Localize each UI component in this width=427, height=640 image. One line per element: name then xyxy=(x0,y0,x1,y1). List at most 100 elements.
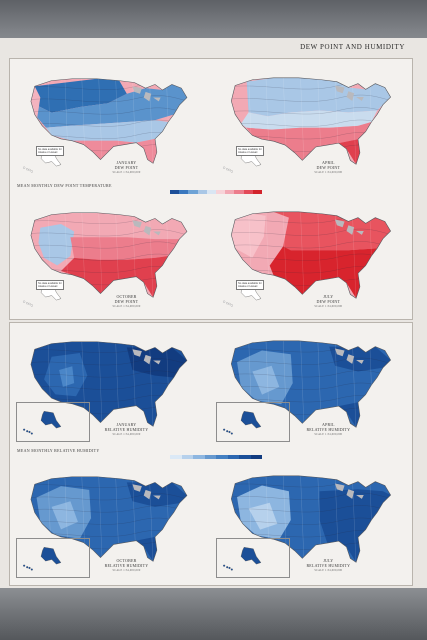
alaska-shape xyxy=(40,411,62,429)
caption-scale: SCALE 1:34,000,000 xyxy=(112,171,141,174)
contour-band xyxy=(329,346,391,372)
state-border xyxy=(300,77,305,165)
oct-dew-caption: OCTOBER DEW POINT SCALE 1:34,000,000 xyxy=(100,294,152,309)
dew-section-label: MEAN MONTHLY DEW POINT TEMPERATURE xyxy=(17,183,112,188)
hawaii-island xyxy=(230,170,233,173)
hawaii-island xyxy=(23,428,26,431)
contour-band xyxy=(246,122,372,161)
caption-scale: SCALE 1:34,000,000 xyxy=(314,305,343,308)
caption-type: RELATIVE HUMIDITY xyxy=(104,427,149,432)
state-border xyxy=(300,475,305,563)
hawaii-island xyxy=(28,566,31,570)
humidity-legend xyxy=(170,455,262,459)
legend-swatch xyxy=(250,455,262,459)
caption-month: OCTOBER xyxy=(116,294,137,299)
great-lakes xyxy=(334,85,364,101)
state-border xyxy=(149,78,154,164)
state-border xyxy=(149,212,154,298)
state-border xyxy=(300,211,305,299)
apr-dew-caption: APRIL DEW POINT SCALE 1:34,000,000 xyxy=(302,160,354,175)
coastline xyxy=(230,211,392,299)
apr-rh-map xyxy=(230,340,392,428)
contour-band xyxy=(59,366,75,387)
contour-band xyxy=(45,120,169,143)
state-border xyxy=(352,475,357,563)
state-border xyxy=(352,77,357,165)
hawaii-island xyxy=(228,430,231,434)
caption-type: DEW POINT xyxy=(114,165,139,170)
caption-month: JULY xyxy=(323,294,334,299)
hawaii-island xyxy=(223,564,226,567)
hawaii-island xyxy=(30,304,33,307)
jul-rh-caption: JULY RELATIVE HUMIDITY SCALE 1:34,000,000 xyxy=(302,558,354,573)
oct-rh-map xyxy=(30,476,188,562)
contour-band xyxy=(319,489,391,563)
legend-swatch xyxy=(181,455,193,459)
caption-type: DEW POINT xyxy=(114,299,139,304)
state-border xyxy=(149,341,154,427)
jan-dew-caption: JANUARY DEW POINT SCALE 1:34,000,000 xyxy=(100,160,152,175)
jan-dew-map xyxy=(30,78,188,164)
poster-title: DEW POINT AND HUMIDITY xyxy=(300,43,405,51)
caption-scale: SCALE 1:34,000,000 xyxy=(112,305,141,308)
hawaii-island xyxy=(30,432,33,435)
hawaii-island xyxy=(26,302,29,305)
hawaii-island xyxy=(228,566,231,570)
alaska-hawaii-inset xyxy=(23,547,62,571)
jul-rh-map xyxy=(230,475,392,563)
legend-swatch xyxy=(197,190,207,194)
alaska-shape xyxy=(240,411,262,429)
hawaii-island xyxy=(23,166,26,169)
state-border xyxy=(98,212,103,298)
caption-scale: SCALE 1:34,000,000 xyxy=(314,433,343,436)
coastline xyxy=(230,340,392,428)
jan-rh-caption: JANUARY RELATIVE HUMIDITY SCALE 1:34,000,0… xyxy=(100,422,152,437)
legend-swatch xyxy=(234,190,244,194)
no-data-note: No data available for Alaska or Hawaii xyxy=(236,280,264,290)
hawaii-island xyxy=(26,566,29,569)
hawaii-island xyxy=(228,168,231,172)
coastline xyxy=(30,212,188,298)
contour-band xyxy=(126,482,187,507)
hawaii-island xyxy=(30,170,33,173)
hawaii-island xyxy=(226,168,229,171)
great-lakes xyxy=(334,219,364,235)
legend-swatch xyxy=(243,190,253,194)
hawaii-island xyxy=(28,302,31,306)
inset-frame xyxy=(16,402,90,442)
contour-band xyxy=(252,365,280,395)
hawaii-island xyxy=(26,430,29,433)
jul-dew-caption: JULY DEW POINT SCALE 1:34,000,000 xyxy=(302,294,354,309)
contour-band xyxy=(61,256,169,298)
legend-swatch xyxy=(239,455,251,459)
hawaii-island xyxy=(223,166,226,169)
caption-type: DEW POINT xyxy=(316,299,341,304)
caption-type: RELATIVE HUMIDITY xyxy=(306,563,351,568)
legend-swatch xyxy=(216,190,226,194)
coastline xyxy=(230,77,392,165)
caption-type: RELATIVE HUMIDITY xyxy=(306,427,351,432)
hawaii-island xyxy=(230,432,233,435)
legend-swatch xyxy=(225,190,235,194)
great-lakes xyxy=(334,348,364,364)
contour-band xyxy=(242,211,289,270)
state-border xyxy=(149,476,154,562)
hawaii-island xyxy=(23,300,26,303)
contour-band xyxy=(246,77,391,117)
hawaii-island xyxy=(28,430,31,434)
caption-scale: SCALE 1:34,000,000 xyxy=(314,171,343,174)
hawaii-island xyxy=(223,300,226,303)
hawaii-island xyxy=(226,302,229,305)
dew-point-legend xyxy=(170,190,263,194)
caption-month: JANUARY xyxy=(116,422,137,427)
legend-swatch xyxy=(188,190,198,194)
legend-swatch xyxy=(216,455,228,459)
legend-swatch xyxy=(193,455,205,459)
state-border xyxy=(98,78,103,164)
legend-swatch xyxy=(204,455,216,459)
inset-frame xyxy=(16,538,90,578)
caption-scale: SCALE 1:34,000,000 xyxy=(314,569,343,572)
contour-band xyxy=(269,246,378,299)
legend-swatch xyxy=(227,455,239,459)
oct-dew-map xyxy=(30,212,188,298)
